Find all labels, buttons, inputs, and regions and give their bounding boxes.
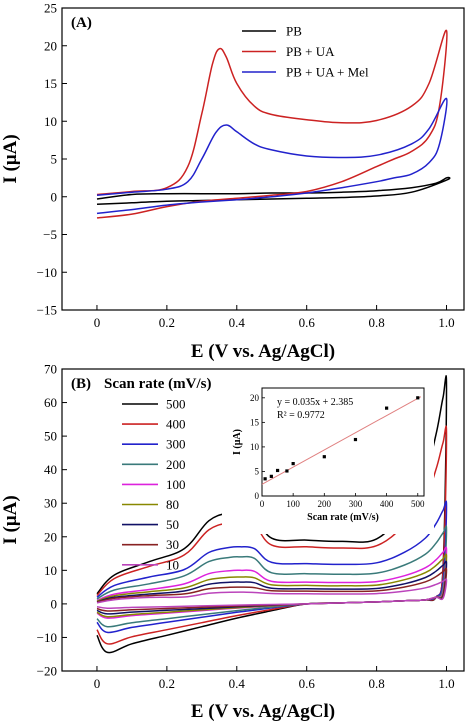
- a-ytick-label: 25: [44, 1, 57, 16]
- inset-data-point: [269, 474, 273, 478]
- legend-a: PB PB + UA PB + UA + Mel: [242, 24, 369, 80]
- legend-label-10: 10: [166, 557, 179, 572]
- cv-curve-10-mvs: [96, 578, 448, 609]
- b-ytick-label: 70: [44, 362, 57, 377]
- b-xtick-label: 0.4: [229, 676, 246, 691]
- a-ytick-label: −5: [43, 227, 57, 242]
- legend-label-400: 400: [166, 417, 186, 432]
- panel-label-b: (B): [71, 376, 91, 392]
- b-xtick-label: 1.0: [438, 676, 454, 691]
- plot-frame-b: [61, 368, 465, 672]
- inset-xtick-label: 500: [411, 499, 425, 509]
- legend-label-300: 300: [166, 437, 186, 452]
- inset-data-point: [385, 406, 389, 410]
- inset-data-point: [285, 469, 289, 473]
- b-xtick-label: 0.8: [368, 676, 384, 691]
- series-group-a: [96, 29, 451, 219]
- x-ticks-b: 0 0.2 0.4 0.6 0.8 1.0: [94, 666, 455, 691]
- a-ytick-label: 5: [51, 152, 58, 167]
- b-xtick-label: 0.2: [159, 676, 175, 691]
- inset-xtick-label: 300: [349, 499, 363, 509]
- inset-data-point: [416, 396, 420, 400]
- x-axis-label-b: E (V vs. Ag/AgCl): [191, 701, 335, 722]
- inset-data-point: [275, 468, 280, 473]
- a-ytick-label: 20: [44, 38, 57, 53]
- inset-background: [222, 376, 434, 534]
- legend-b: 500 400 300 200 100 80 50 30 10: [122, 397, 186, 572]
- a-ytick-label: −10: [37, 265, 57, 280]
- legend-label-50: 50: [166, 517, 179, 532]
- b-ytick-label: 60: [44, 395, 57, 410]
- cv-curve-30-mvs: [96, 567, 448, 612]
- inset-ytick-label: 0: [255, 491, 260, 501]
- inset-xtick-label: 400: [380, 499, 394, 509]
- a-ytick-label: −15: [37, 303, 57, 318]
- inset-data-point: [353, 437, 358, 442]
- inset-ytick-label: 10: [250, 442, 260, 452]
- cv-curve-pb-ua-mel: [96, 97, 448, 215]
- cv-curve-50-mvs: [96, 560, 448, 615]
- a-xtick-label: 1.0: [438, 315, 454, 330]
- cv-curve-300-mvs: [96, 500, 448, 634]
- inset-y-axis-label: I (μA): [232, 429, 243, 455]
- a-xtick-label: 0.2: [159, 315, 175, 330]
- b-ytick-label: 0: [51, 596, 58, 611]
- y-axis-label-a: I (μA): [0, 134, 21, 183]
- inset-frame: [261, 387, 425, 497]
- a-xtick-label: 0.4: [229, 315, 246, 330]
- inset-r-squared: R² = 0.9772: [277, 410, 325, 421]
- y-ticks-a: 25 20 15 10 5 0 −5 −10 −15: [37, 1, 67, 318]
- b-xtick-label: 0.6: [299, 676, 316, 691]
- x-axis-label-a: E (V vs. Ag/AgCl): [191, 341, 335, 362]
- x-ticks-a: 0 0.2 0.4 0.6 0.8 1.0: [94, 305, 455, 330]
- b-xtick-label: 0: [94, 676, 101, 691]
- inset-xtick-label: 100: [286, 499, 300, 509]
- b-ytick-label: 50: [44, 429, 57, 444]
- legend-title-b: Scan rate (mV/s): [104, 376, 211, 392]
- a-ytick-label: 0: [51, 189, 58, 204]
- inset-xtick-label: 200: [318, 499, 332, 509]
- a-xtick-label: 0: [94, 315, 101, 330]
- legend-label-2: PB + UA + Mel: [286, 65, 369, 80]
- inset-data-point: [322, 455, 326, 459]
- inset-data-point: [263, 477, 267, 481]
- y-ticks-b: 70 60 50 40 30 20 10 0 −10 −20: [37, 362, 67, 679]
- a-xtick-label: 0.6: [299, 315, 316, 330]
- plot-frame-a: [61, 7, 465, 311]
- a-ytick-label: 15: [44, 76, 57, 91]
- inset-ytick-label: 20: [250, 393, 260, 403]
- inset-x-axis-label: Scan rate (mV/s): [307, 512, 379, 523]
- cv-curve-80-mvs: [96, 553, 448, 618]
- legend-label-100: 100: [166, 477, 186, 492]
- inset-fit-equation: y = 0.035x + 2.385: [277, 397, 353, 408]
- legend-label-1: PB + UA: [286, 44, 335, 59]
- cv-curve-pb-ua: [96, 29, 448, 219]
- inset-xtick-label: 0: [260, 499, 265, 509]
- inset-data-point: [291, 462, 295, 466]
- legend-label-500: 500: [166, 397, 186, 412]
- legend-label-30: 30: [166, 537, 179, 552]
- a-ytick-label: 10: [44, 114, 57, 129]
- legend-label-0: PB: [286, 24, 302, 39]
- inset-ytick-label: 5: [255, 466, 260, 476]
- b-ytick-label: −20: [37, 664, 57, 679]
- b-ytick-label: 40: [44, 462, 57, 477]
- legend-label-200: 200: [166, 457, 186, 472]
- inset-ytick-label: 15: [250, 417, 260, 427]
- cv-curve-200-mvs: [96, 525, 448, 628]
- a-xtick-label: 0.8: [368, 315, 384, 330]
- b-ytick-label: −10: [37, 630, 57, 645]
- panel-label-a: (A): [71, 15, 92, 31]
- y-axis-label-b: I (μA): [0, 495, 21, 544]
- b-ytick-label: 10: [44, 563, 57, 578]
- b-ytick-label: 30: [44, 496, 57, 511]
- legend-label-80: 80: [166, 497, 179, 512]
- b-ytick-label: 20: [44, 529, 57, 544]
